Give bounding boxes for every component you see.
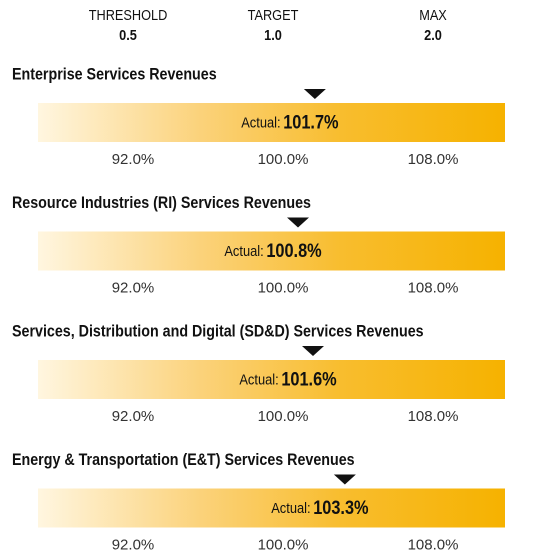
scale-label: 108.0% bbox=[408, 279, 459, 296]
scale-label: 108.0% bbox=[408, 408, 459, 425]
panel-title-group: Resource Industries (RI) Services Revenu… bbox=[12, 194, 311, 212]
actual-group: Actual: 101.6% bbox=[239, 368, 337, 389]
actual-text: Actual: 103.3% bbox=[271, 496, 369, 517]
actual-text: Actual: 101.6% bbox=[239, 368, 337, 389]
header-value: 2.0 bbox=[424, 26, 442, 43]
panel-title-group: Services, Distribution and Digital (SD&D… bbox=[12, 322, 424, 340]
panel-title: Services, Distribution and Digital (SD&D… bbox=[12, 322, 424, 340]
gauge-bar bbox=[38, 103, 505, 142]
header-value-group: 0.5 bbox=[119, 26, 137, 43]
actual-group: Actual: 103.3% bbox=[271, 496, 369, 517]
header-label: MAX bbox=[419, 6, 447, 23]
scale-label: 92.0% bbox=[112, 279, 155, 296]
gauge-bar bbox=[38, 231, 505, 271]
gauge-bar bbox=[38, 360, 505, 399]
actual-marker bbox=[303, 89, 326, 99]
actual-marker bbox=[287, 217, 309, 228]
actual-value: 101.7% bbox=[283, 111, 339, 132]
scale-label: 92.0% bbox=[112, 536, 155, 553]
scale-label: 100.0% bbox=[258, 536, 309, 553]
header-label-group: THRESHOLD bbox=[89, 6, 168, 23]
actual-text: Actual: 101.7% bbox=[241, 111, 339, 132]
panel-title-group: Enterprise Services Revenues bbox=[12, 65, 217, 83]
header-label-group: TARGET bbox=[248, 6, 299, 23]
gauge-bar bbox=[38, 488, 505, 528]
scale-label: 92.0% bbox=[112, 408, 155, 425]
panel-title: Enterprise Services Revenues bbox=[12, 65, 217, 83]
panel-title: Resource Industries (RI) Services Revenu… bbox=[12, 194, 311, 212]
scale-label: 108.0% bbox=[408, 536, 459, 553]
actual-value: 100.8% bbox=[266, 239, 322, 260]
scale-label: 108.0% bbox=[408, 151, 459, 168]
scale-label: 92.0% bbox=[112, 151, 155, 168]
actual-value: 103.3% bbox=[313, 496, 369, 517]
actual-label: Actual: bbox=[239, 370, 278, 387]
actual-label: Actual: bbox=[224, 242, 263, 259]
actual-marker bbox=[302, 346, 324, 356]
header-label: THRESHOLD bbox=[89, 6, 168, 23]
actual-text: Actual: 100.8% bbox=[224, 239, 322, 260]
header-value: 1.0 bbox=[264, 26, 282, 43]
header-value-group: 2.0 bbox=[424, 26, 442, 43]
panel-title-group: Energy & Transportation (E&T) Services R… bbox=[12, 451, 355, 469]
actual-value: 101.6% bbox=[281, 368, 337, 389]
actual-group: Actual: 100.8% bbox=[224, 239, 322, 260]
header-label: TARGET bbox=[248, 6, 299, 23]
actual-label: Actual: bbox=[241, 113, 280, 130]
scale-label: 100.0% bbox=[258, 279, 309, 296]
panel-title: Energy & Transportation (E&T) Services R… bbox=[12, 451, 355, 469]
actual-group: Actual: 101.7% bbox=[241, 111, 339, 132]
header-label-group: MAX bbox=[419, 6, 447, 23]
actual-marker bbox=[333, 474, 356, 485]
header-value-group: 1.0 bbox=[264, 26, 282, 43]
header-value: 0.5 bbox=[119, 26, 137, 43]
scale-label: 100.0% bbox=[258, 151, 309, 168]
actual-label: Actual: bbox=[271, 499, 310, 516]
scale-label: 100.0% bbox=[258, 408, 309, 425]
